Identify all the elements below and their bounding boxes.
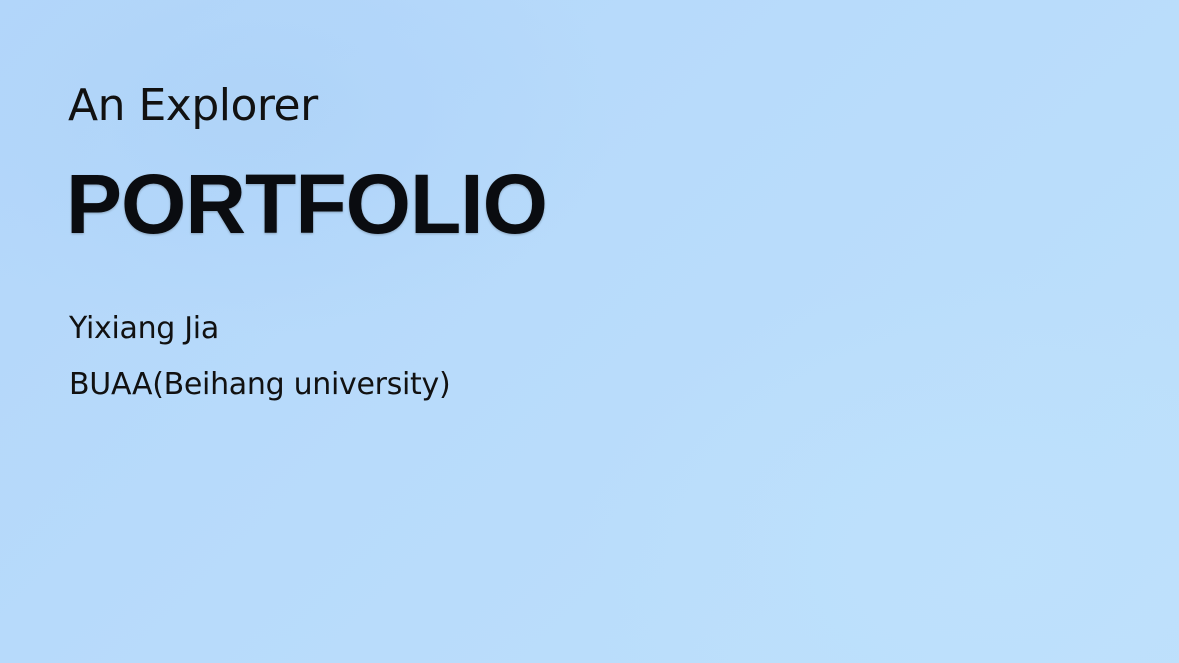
author-affiliation: BUAA(Beihang university): [69, 367, 451, 402]
slide-subtitle: An Explorer: [68, 80, 318, 131]
slide-title: PORTFOLIO: [66, 157, 548, 251]
author-name: Yixiang Jia: [69, 311, 219, 346]
